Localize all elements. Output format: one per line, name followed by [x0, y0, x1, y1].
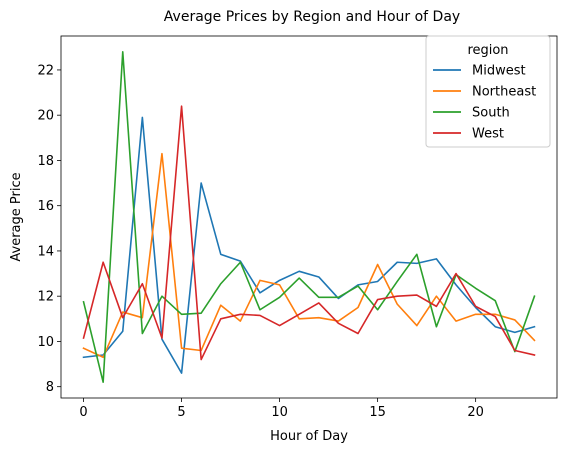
x-tick-label: 10: [271, 405, 288, 420]
y-tick-label: 10: [37, 335, 54, 350]
y-tick-label: 16: [37, 199, 54, 214]
x-tick-label: 20: [467, 405, 484, 420]
y-tick-label: 12: [37, 290, 54, 305]
y-tick-label: 18: [37, 154, 54, 169]
x-tick-label: 5: [177, 405, 185, 420]
x-tick-label: 0: [79, 405, 87, 420]
x-axis: 0 5 10 15 20: [79, 398, 484, 420]
chart-title: Average Prices by Region and Hour of Day: [164, 9, 460, 25]
legend-entry-northeast: Northeast: [472, 85, 536, 100]
legend-title: region: [467, 43, 508, 58]
x-tick-label: 15: [369, 405, 386, 420]
legend: region Midwest Northeast South West: [426, 36, 550, 147]
y-tick-label: 14: [37, 244, 54, 259]
series-line-northeast: [84, 154, 535, 358]
y-tick-label: 20: [37, 109, 54, 124]
y-tick-label: 8: [46, 380, 54, 395]
legend-entry-south: South: [472, 106, 510, 121]
y-tick-label: 22: [37, 63, 54, 78]
legend-entry-west: West: [472, 127, 504, 142]
y-axis: 8 10 12 14 16 18 20 22: [37, 63, 61, 395]
x-axis-label: Hour of Day: [270, 429, 348, 444]
legend-entry-midwest: Midwest: [472, 64, 526, 79]
y-axis-label: Average Price: [9, 172, 24, 261]
